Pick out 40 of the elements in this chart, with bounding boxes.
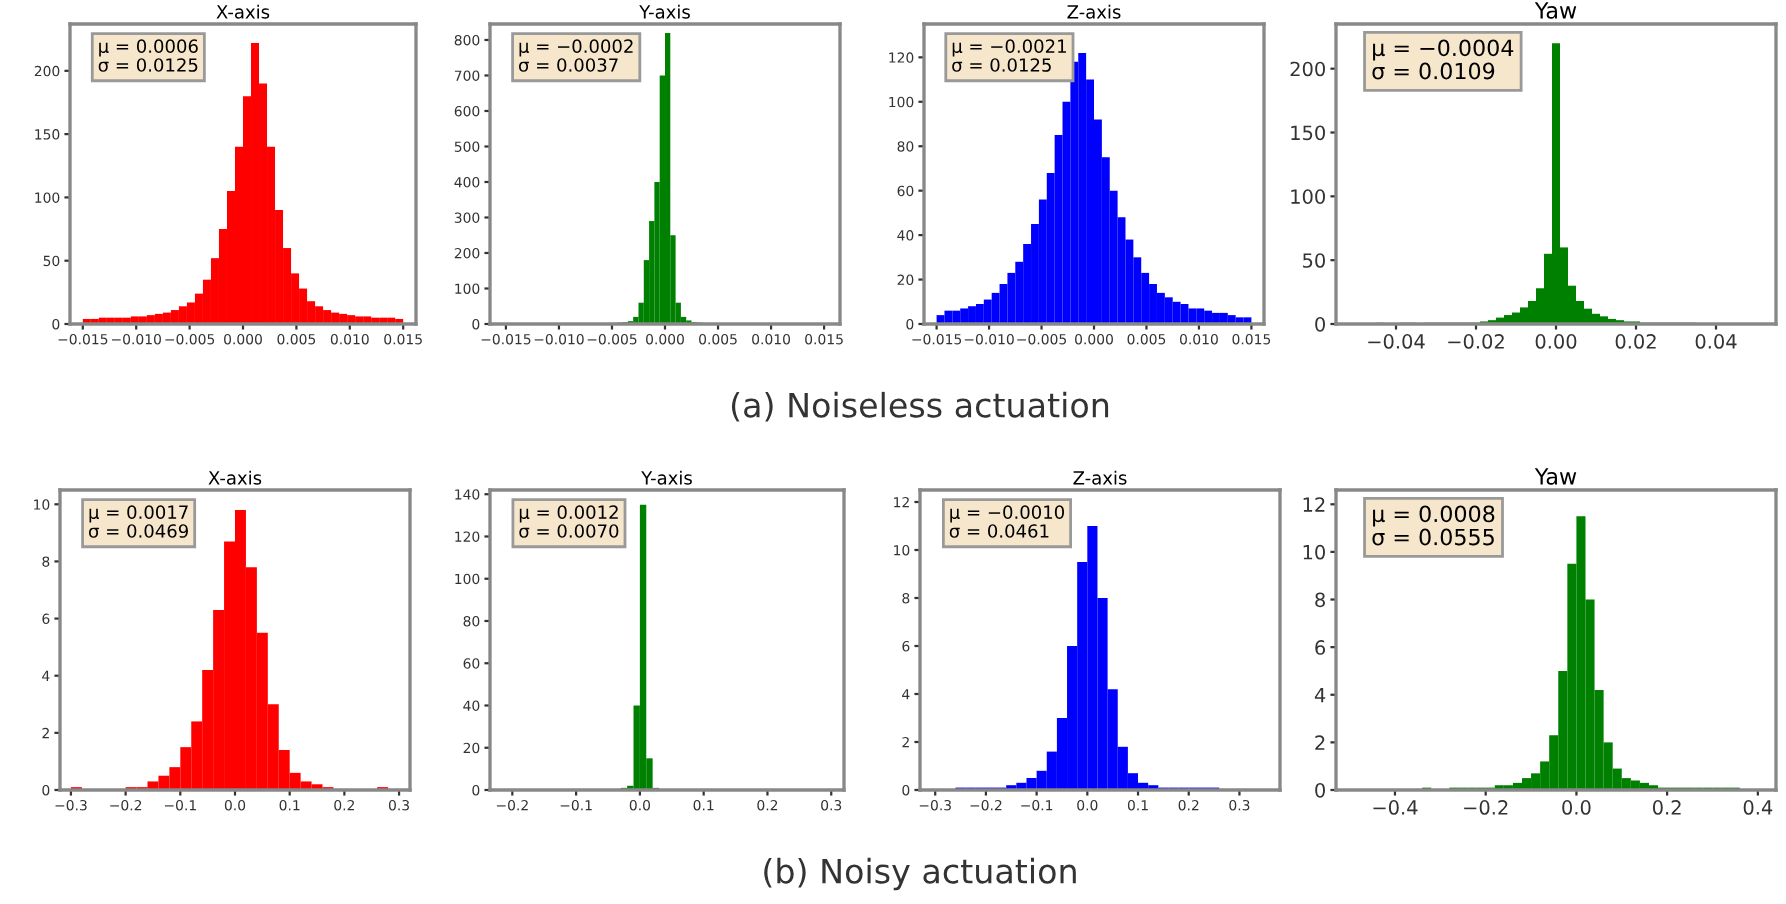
y-tick-label: 0 xyxy=(1315,316,1325,332)
y-tick-label: 10 xyxy=(1303,544,1325,560)
y-tick-label: 8 xyxy=(1315,592,1325,608)
x-tick-label: −0.4 xyxy=(1373,800,1418,815)
chart-title: X-axis xyxy=(216,4,270,19)
x-tick-label: 0.04 xyxy=(1695,334,1737,349)
annotation: μ = 0.0008 σ = 0.0555 xyxy=(1372,505,1495,546)
x-tick-label: −0.04 xyxy=(1368,334,1425,349)
chart-title: X-axis xyxy=(208,470,262,485)
x-tick-label: 0.0 xyxy=(1562,800,1591,815)
y-tick-label: 2 xyxy=(1315,735,1325,750)
annotation: μ = 0.0006 σ = 0.0125 xyxy=(98,39,198,72)
text: (a) Noiseless actuation xyxy=(731,391,1109,422)
y-tick-label: 150 xyxy=(1291,125,1325,141)
annotation: μ = −0.0002 σ = 0.0037 xyxy=(519,39,633,72)
y-tick-label: 50 xyxy=(1303,253,1325,268)
x-tick-label: 0.4 xyxy=(1743,800,1773,815)
chart-title: Y-axis xyxy=(641,470,692,485)
chart-title: Z-axis xyxy=(1067,4,1121,19)
annotation: μ = −0.0004 σ = 0.0109 xyxy=(1372,39,1514,80)
y-tick-label: 100 xyxy=(1291,189,1325,204)
y-tick-label: 0 xyxy=(1315,782,1325,798)
chart-title: Yaw xyxy=(1534,2,1577,19)
annotation: μ = 0.0012 σ = 0.0070 xyxy=(519,505,619,538)
annotation: μ = 0.0017 σ = 0.0469 xyxy=(89,505,188,538)
y-tick-label: 12 xyxy=(1303,497,1325,512)
annotation: μ = −0.0010 σ = 0.0461 xyxy=(949,505,1064,538)
x-tick-label: 0.02 xyxy=(1615,334,1656,349)
chart-title: Z-axis xyxy=(1073,470,1127,485)
text: (b) Noisy actuation xyxy=(764,857,1076,891)
x-tick-label: −0.2 xyxy=(1464,800,1508,815)
y-tick-label: 6 xyxy=(1315,640,1326,655)
x-tick-label: 0.00 xyxy=(1535,334,1577,349)
y-tick-label: 200 xyxy=(1290,61,1325,77)
x-tick-label: 0.2 xyxy=(1652,800,1681,815)
chart-title: Yaw xyxy=(1534,468,1577,485)
chart-title: Y-axis xyxy=(639,4,690,19)
y-tick-label: 4 xyxy=(1314,687,1326,703)
x-tick-label: −0.02 xyxy=(1448,334,1504,349)
annotation: μ = −0.0021 σ = 0.0125 xyxy=(952,39,1066,72)
